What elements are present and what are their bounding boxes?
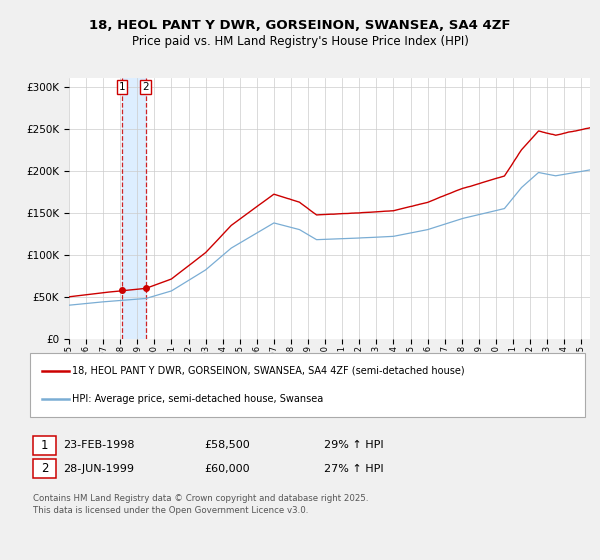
Text: 1: 1 [41, 438, 48, 452]
Text: 2: 2 [142, 82, 149, 92]
Text: £60,000: £60,000 [204, 464, 250, 474]
Text: 1: 1 [119, 82, 125, 92]
Bar [122, 78, 146, 339]
Text: 23-FEB-1998: 23-FEB-1998 [63, 440, 134, 450]
Text: 29% ↑ HPI: 29% ↑ HPI [324, 440, 383, 450]
Text: £58,500: £58,500 [204, 440, 250, 450]
Text: Contains HM Land Registry data © Crown copyright and database right 2025.
This d: Contains HM Land Registry data © Crown c… [33, 494, 368, 515]
Text: 18, HEOL PANT Y DWR, GORSEINON, SWANSEA, SA4 4ZF (semi-detached house): 18, HEOL PANT Y DWR, GORSEINON, SWANSEA,… [72, 366, 464, 376]
Text: HPI: Average price, semi-detached house, Swansea: HPI: Average price, semi-detached house,… [72, 394, 323, 404]
Text: 28-JUN-1999: 28-JUN-1999 [63, 464, 134, 474]
Text: 18, HEOL PANT Y DWR, GORSEINON, SWANSEA, SA4 4ZF: 18, HEOL PANT Y DWR, GORSEINON, SWANSEA,… [89, 18, 511, 32]
Text: Price paid vs. HM Land Registry's House Price Index (HPI): Price paid vs. HM Land Registry's House … [131, 35, 469, 49]
Text: 2: 2 [41, 462, 48, 475]
Text: 27% ↑ HPI: 27% ↑ HPI [324, 464, 383, 474]
